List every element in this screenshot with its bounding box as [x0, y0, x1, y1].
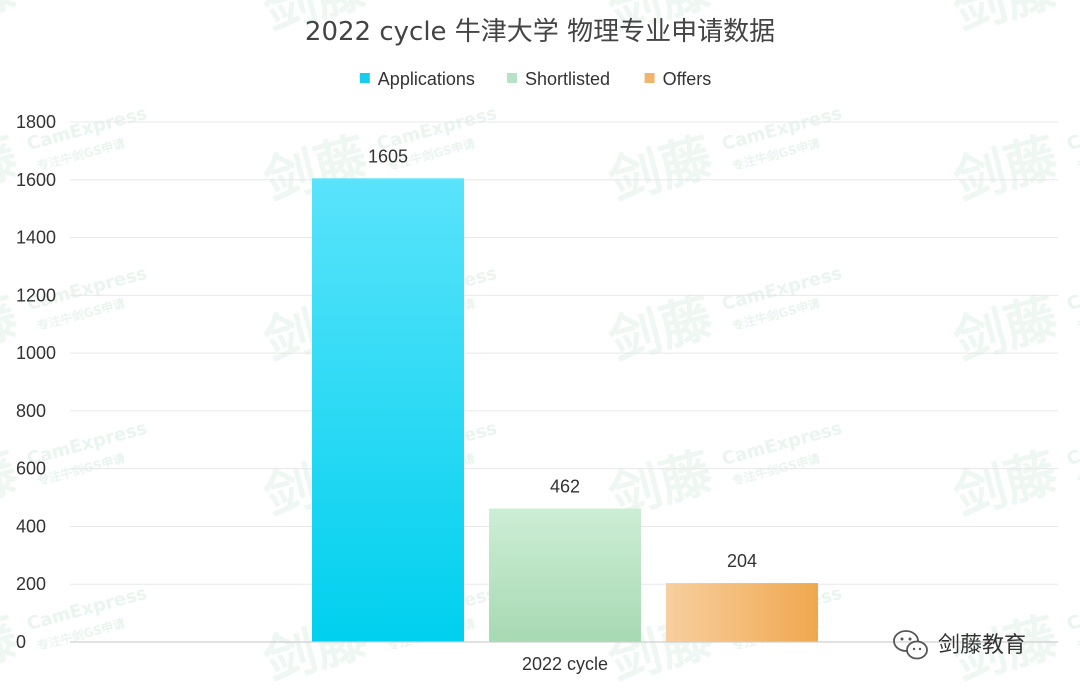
legend-label: Offers: [663, 69, 712, 89]
category-label: 2022 cycle: [522, 654, 608, 674]
watermark-brand-cn: 剑藤: [948, 442, 1065, 527]
legend-label: Applications: [378, 69, 475, 89]
data-label-applications: 1605: [368, 146, 408, 166]
watermark-brand-cn: 剑藤: [948, 127, 1065, 212]
y-tick-label: 200: [16, 574, 46, 594]
watermark-brand-cn: 剑藤: [948, 287, 1065, 372]
legend-swatch: [507, 73, 517, 83]
legend-swatch: [644, 73, 655, 83]
watermark-brand-cn: 剑藤: [0, 442, 25, 527]
data-label-offers: 204: [727, 551, 757, 571]
watermark-brand-cn: 剑藤: [603, 127, 720, 212]
watermark-brand-cn: 剑藤: [0, 0, 25, 43]
bar-offers: [666, 583, 818, 642]
data-labels: 1605 462 204: [368, 146, 757, 571]
legend-swatch: [359, 73, 370, 83]
watermark-tagline: 专注牛剑GS申请: [35, 0, 126, 3]
legend-item-applications: Applications: [359, 69, 475, 89]
y-tick-label: 1400: [16, 228, 56, 248]
y-tick-label: 800: [16, 401, 46, 421]
legend-label: Shortlisted: [525, 69, 610, 89]
watermark-brand-en: CamExpress: [1065, 418, 1080, 470]
y-axis: 0 200 400 600 800 1000 1200 1400 1600 1800: [16, 112, 56, 652]
data-label-shortlisted: 462: [550, 477, 580, 497]
watermark-tagline: 专注牛剑GS申请: [1075, 0, 1080, 3]
y-tick-label: 1800: [16, 112, 56, 132]
bar-applications: [312, 178, 464, 643]
bar-shortlisted: [489, 508, 641, 642]
legend: Applications Shortlisted Offers: [359, 69, 712, 89]
y-tick-label: 400: [16, 516, 46, 536]
badge-label: 剑藤教育: [938, 633, 1026, 658]
wechat-icon: [893, 630, 928, 660]
bars: [312, 178, 818, 643]
watermark-brand-cn: 剑藤: [948, 0, 1065, 43]
watermark-brand-en: CamExpress: [1065, 263, 1080, 315]
y-tick-label: 1600: [16, 170, 56, 190]
watermark-tagline: 专注牛剑GS申请: [730, 0, 821, 3]
footer-badge: 剑藤教育: [893, 630, 1026, 660]
watermark-brand-en: CamExpress: [1065, 583, 1080, 635]
legend-item-offers: Offers: [644, 69, 712, 89]
watermark-tagline: 专注牛剑GS申请: [385, 0, 476, 3]
watermark-brand-cn: 剑藤: [603, 287, 720, 372]
y-tick-label: 600: [16, 459, 46, 479]
watermark-brand-en: CamExpress: [1065, 103, 1080, 155]
y-tick-label: 0: [16, 632, 26, 652]
chart-title: 2022 cycle 牛津大学 物理专业申请数据: [305, 17, 775, 47]
legend-item-shortlisted: Shortlisted: [507, 69, 610, 89]
y-tick-label: 1200: [16, 285, 56, 305]
y-tick-label: 1000: [16, 343, 56, 363]
